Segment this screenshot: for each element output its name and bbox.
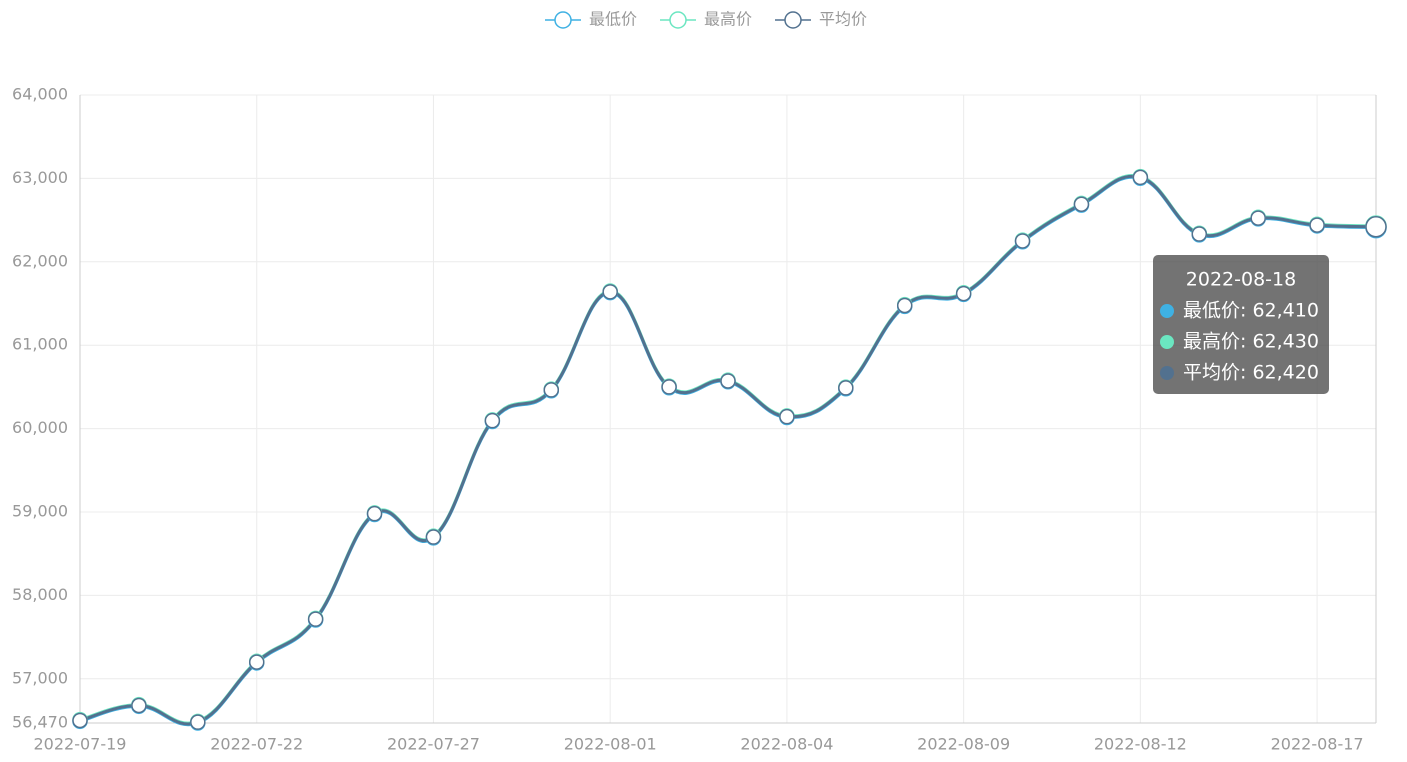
x-tick-label: 2022-07-19 — [34, 735, 127, 754]
data-point — [366, 505, 383, 522]
y-tick-label: 64,000 — [12, 85, 68, 104]
data-point — [838, 380, 854, 396]
x-tick-label: 2022-08-04 — [740, 735, 833, 754]
y-tick-label: 61,000 — [12, 335, 68, 354]
tooltip-dot — [1160, 304, 1174, 318]
data-point — [484, 412, 501, 429]
x-tick-label: 2022-08-12 — [1094, 735, 1187, 754]
data-point — [1014, 233, 1031, 249]
data-point — [779, 408, 795, 425]
y-tick-label: 58,000 — [12, 585, 68, 604]
data-point — [72, 712, 88, 729]
data-point — [896, 297, 913, 314]
data-point — [1191, 226, 1208, 242]
legend-label: 平均价 — [819, 10, 867, 29]
legend-icon — [554, 11, 572, 29]
data-point — [1073, 196, 1090, 213]
x-tick-label: 2022-08-01 — [564, 735, 657, 754]
legend-label: 最高价 — [704, 10, 752, 29]
data-point — [1250, 210, 1266, 226]
data-point — [1365, 216, 1387, 238]
tooltip: 2022-08-18 最低价: 62,410 最高价: 62,430 平均价: 62,… — [1153, 255, 1329, 394]
data-point — [1132, 169, 1149, 186]
tooltip-item: 最高价: 62,430 — [1183, 331, 1319, 353]
y-tick-label: 63,000 — [12, 168, 68, 187]
data-point — [720, 373, 736, 389]
y-tick-label: 57,000 — [12, 668, 68, 687]
data-point — [307, 611, 324, 627]
tooltip-title: 2022-08-18 — [1186, 269, 1296, 291]
data-point — [425, 529, 442, 545]
tooltip-item: 最低价: 62,410 — [1183, 300, 1319, 322]
tooltip-box — [1153, 255, 1329, 394]
tooltip-dot — [1160, 335, 1174, 349]
y-tick-label: 56,470 — [12, 713, 68, 732]
tooltip-item: 平均价: 62,420 — [1183, 362, 1319, 384]
data-point — [602, 284, 618, 300]
x-tick-label: 2022-08-09 — [917, 735, 1010, 754]
data-point — [131, 697, 147, 714]
data-point — [543, 382, 560, 398]
legend-label: 最低价 — [589, 10, 637, 29]
y-tick-label: 60,000 — [12, 418, 68, 437]
legend-icon — [784, 11, 802, 29]
y-tick-label: 59,000 — [12, 501, 68, 520]
y-tick-label: 62,000 — [12, 251, 68, 270]
data-point — [190, 714, 206, 730]
x-tick-label: 2022-08-17 — [1271, 735, 1364, 754]
legend-icon — [669, 11, 687, 29]
x-tick-label: 2022-07-27 — [387, 735, 480, 754]
data-point — [1309, 217, 1325, 233]
x-tick-label: 2022-07-22 — [210, 735, 303, 754]
data-point — [248, 654, 265, 670]
data-point — [955, 285, 972, 302]
data-point — [661, 379, 677, 395]
tooltip-dot — [1160, 366, 1174, 380]
